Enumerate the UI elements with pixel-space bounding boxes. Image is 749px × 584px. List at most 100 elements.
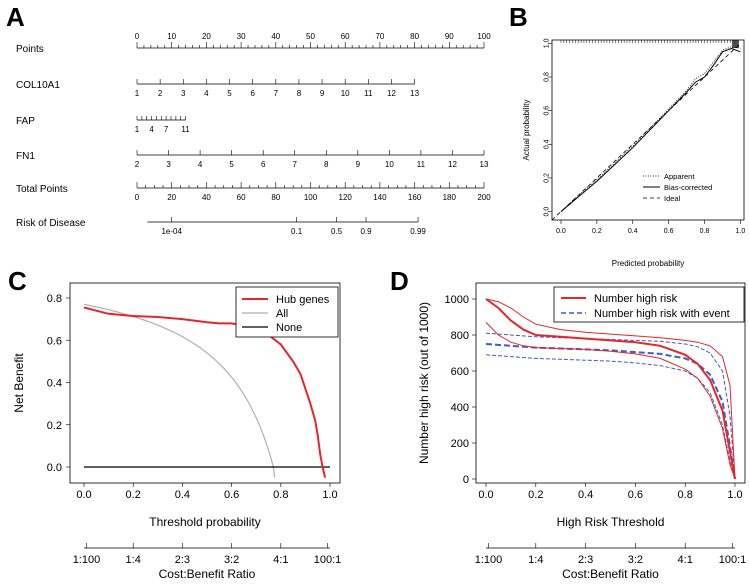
panel-letter-a: A: [6, 2, 25, 32]
cic-x-tick-label: 1.0: [727, 489, 742, 501]
cost-benefit-tick-label: 1:4: [528, 554, 543, 566]
panel-letter-d: D: [390, 266, 409, 296]
points-tick-label: 30: [237, 32, 246, 41]
nomogram-tick-label: 6: [250, 89, 255, 98]
cost-benefit-tick-label: 3:2: [224, 554, 239, 566]
points-tick-label: 100: [477, 32, 491, 41]
points-tick-label: 70: [375, 32, 384, 41]
cic-x-tick-label: 0.6: [628, 489, 643, 501]
dca-x-tick-label: 0.4: [175, 489, 190, 501]
calibration-y-tick-label: 0.2: [544, 173, 551, 183]
total-points-tick-label: 140: [373, 193, 387, 202]
cost-benefit-tick-label: 2:3: [578, 554, 593, 566]
nomogram-row-label: Points: [16, 44, 44, 55]
cic-frame: [475, 282, 746, 484]
cost-benefit-tick-label: 3:2: [628, 554, 643, 566]
total-points-tick-label: 120: [339, 193, 353, 202]
calibration-x-tick-label: 0.6: [664, 228, 674, 235]
dca-y-tick-label: 0.6: [47, 335, 62, 347]
nomogram-tick-label: 12: [448, 160, 457, 169]
nomogram-tick-label: 6: [261, 160, 266, 169]
cic-y-label: Number high risk (out of 1000): [417, 302, 431, 464]
nomogram-row-label: FAP: [16, 116, 35, 127]
cic-x-tick-label: 0.4: [578, 489, 593, 501]
cic-series-line: [485, 322, 736, 480]
clinical-impact-panel: 0.0 0.2 0.4 0.6 0.8 1.0 0 200 400 600 800 1000 Numbe…: [417, 282, 747, 581]
points-tick-label: 90: [445, 32, 454, 41]
nomogram-row-label: COL10A1: [16, 80, 60, 91]
points-tick-label: 80: [410, 32, 419, 41]
nomogram-tick-label: 10: [341, 89, 350, 98]
total-points-tick-label: 180: [443, 193, 457, 202]
nomogram-tick-label: 11: [417, 160, 426, 169]
cic-y-tick-label: 400: [451, 402, 469, 414]
risk-tick-label: 0.5: [331, 227, 343, 236]
nomogram-panel: Points COL10A1 FAP FN1 Total Points Risk of D…: [16, 32, 491, 236]
dca-legend-label: Hub genes: [276, 294, 330, 306]
cost-benefit-tick-label: 100:1: [314, 554, 342, 566]
nomogram-row-label: Risk of Disease: [16, 218, 86, 229]
panel-letter-c: C: [8, 266, 27, 296]
cic-x-tick-label: 0.2: [528, 489, 543, 501]
dca-y-label: Net Benefit: [12, 353, 26, 413]
cic-y-tick-label: 200: [451, 438, 469, 450]
cic-legend-label: Number high risk with event: [594, 308, 730, 320]
nomogram-tick-label: 8: [297, 89, 302, 98]
cic-y-tick-label: 800: [451, 330, 469, 342]
cic-series-line: [485, 354, 736, 480]
nomogram-tick-label: 3: [181, 89, 186, 98]
cost-benefit-tick-label: 4:1: [678, 554, 693, 566]
points-tick-label: 60: [341, 32, 350, 41]
risk-tick-label: 1e-04: [161, 227, 182, 236]
nomogram-tick-label: 4: [198, 160, 203, 169]
risk-tick-label: 0.1: [291, 227, 303, 236]
total-points-tick-label: 0: [135, 193, 140, 202]
nomogram-tick-label: 2: [158, 89, 163, 98]
cic-x-label: High Risk Threshold: [557, 515, 665, 529]
nomogram-row-label: FN1: [16, 151, 35, 162]
cost-benefit-axis-label: Cost:Benefit Ratio: [159, 567, 256, 581]
fap-tick-label: 4: [149, 125, 154, 134]
calibration-y-tick-label: 1.0: [544, 38, 551, 48]
calibration-legend-label: Ideal: [664, 194, 681, 203]
calibration-x-tick-label: 0.8: [700, 228, 710, 235]
cic-legend-box: [553, 286, 745, 323]
nomogram-row-label: Total Points: [16, 184, 68, 195]
calibration-line-ideal: [551, 43, 741, 221]
dca-frame: [69, 282, 341, 484]
total-points-tick-label: 80: [271, 193, 280, 202]
calibration-x-label: Predicted probability: [612, 259, 684, 268]
nomogram-tick-label: 9: [356, 160, 361, 169]
dca-x-tick-label: 1.0: [322, 489, 337, 501]
fap-tick-label: 1: [135, 125, 140, 134]
cost-benefit-tick-label: 100:1: [719, 554, 747, 566]
dca-legend-label: All: [276, 308, 288, 320]
points-tick-label: 20: [202, 32, 211, 41]
nomogram-tick-label: 2: [135, 160, 140, 169]
points-tick-label: 50: [306, 32, 315, 41]
points-tick-label: 10: [167, 32, 176, 41]
cost-benefit-tick-label: 1:4: [126, 554, 141, 566]
calibration-y-tick-label: 0.8: [544, 72, 551, 82]
dca-x-tick-label: 0.6: [224, 489, 239, 501]
cic-y-tick-label: 0: [463, 474, 469, 486]
calibration-x-tick-label: 0.2: [592, 228, 602, 235]
dca-y-tick-label: 0.8: [47, 293, 62, 305]
dca-x-tick-label: 0.2: [126, 489, 141, 501]
calibration-y-tick-label: 0.4: [544, 139, 551, 149]
nomogram-tick-label: 4: [204, 89, 209, 98]
fap-tick-label: 11: [181, 125, 190, 134]
cic-series-line: [485, 332, 736, 480]
dca-y-tick-label: 0.0: [47, 462, 62, 474]
calibration-frame: [551, 39, 745, 221]
total-points-tick-label: 200: [477, 193, 491, 202]
nomogram-tick-label: 3: [166, 160, 171, 169]
calibration-legend-label: Bias-corrected: [664, 183, 712, 192]
dca-x-label: Threshold probability: [149, 515, 260, 529]
cic-series-line: [485, 298, 736, 480]
cic-x-tick-label: 0.0: [478, 489, 493, 501]
dca-x-tick-label: 0.8: [273, 489, 288, 501]
cic-y-tick-label: 600: [451, 366, 469, 378]
cic-x-tick-label: 0.8: [678, 489, 693, 501]
